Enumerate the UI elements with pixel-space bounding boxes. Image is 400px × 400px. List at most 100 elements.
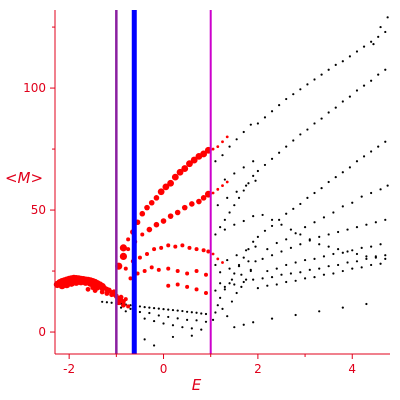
regular-point bbox=[196, 198, 202, 205]
chaotic-point bbox=[327, 233, 330, 236]
chaotic-point bbox=[384, 30, 387, 34]
regular-point bbox=[186, 160, 193, 168]
chaotic-point bbox=[256, 235, 259, 238]
chaotic-point bbox=[355, 160, 359, 163]
chaotic-point bbox=[230, 278, 234, 281]
chaotic-point bbox=[299, 233, 302, 236]
chaotic-point bbox=[157, 307, 160, 310]
plot-frame bbox=[54, 10, 390, 355]
chaotic-point bbox=[341, 205, 344, 208]
regular-point bbox=[216, 145, 220, 149]
chaotic-point bbox=[348, 95, 351, 98]
chaotic-points bbox=[101, 16, 389, 347]
chaotic-point bbox=[332, 211, 335, 214]
chaotic-point bbox=[244, 184, 248, 187]
chaotic-point bbox=[152, 319, 156, 323]
chaotic-point bbox=[240, 273, 243, 276]
chaotic-point bbox=[336, 247, 340, 251]
chaotic-point bbox=[313, 221, 316, 224]
chaotic-point bbox=[233, 283, 236, 286]
chaotic-point bbox=[320, 73, 323, 76]
chaotic-point bbox=[292, 139, 295, 142]
chaotic-point bbox=[306, 83, 309, 86]
regular-point bbox=[142, 269, 147, 274]
chaotic-point bbox=[306, 128, 309, 131]
regular-point bbox=[175, 269, 180, 274]
chaotic-point bbox=[242, 219, 245, 223]
chaotic-point bbox=[341, 171, 344, 174]
chaotic-point bbox=[270, 110, 274, 113]
chaotic-point bbox=[386, 16, 389, 19]
regular-point bbox=[194, 287, 199, 292]
regular-point bbox=[148, 199, 155, 206]
chaotic-point bbox=[242, 323, 245, 326]
chaotic-point bbox=[294, 313, 297, 317]
chaotic-point bbox=[384, 68, 387, 71]
y-tick-label: 0 bbox=[38, 325, 46, 339]
regular-point bbox=[119, 244, 128, 252]
chaotic-point bbox=[204, 312, 208, 316]
chaotic-point bbox=[171, 335, 175, 339]
chaotic-point bbox=[346, 261, 349, 264]
regular-point bbox=[203, 291, 208, 296]
chaotic-point bbox=[374, 221, 377, 224]
chaotic-point bbox=[143, 338, 146, 341]
chaotic-point bbox=[167, 315, 170, 319]
chaotic-point bbox=[252, 240, 255, 243]
chaotic-point bbox=[299, 243, 302, 246]
regular-point bbox=[221, 184, 224, 188]
chaotic-point bbox=[336, 263, 340, 267]
chaotic-point bbox=[157, 314, 160, 317]
chaotic-point bbox=[148, 306, 151, 309]
chaotic-point bbox=[285, 212, 288, 215]
regular-point bbox=[119, 252, 128, 261]
chaotic-point bbox=[289, 272, 293, 275]
regular-point bbox=[201, 248, 206, 253]
chaotic-point bbox=[327, 180, 330, 184]
chaotic-point bbox=[119, 306, 123, 309]
chaotic-point bbox=[370, 40, 373, 43]
chaotic-point bbox=[252, 160, 255, 163]
chaotic-point bbox=[360, 195, 363, 198]
chaotic-point bbox=[244, 278, 248, 281]
chaotic-point bbox=[299, 88, 302, 91]
regular-point bbox=[126, 304, 131, 309]
chaotic-point bbox=[313, 122, 316, 125]
chaotic-point bbox=[360, 266, 363, 269]
chaotic-point bbox=[348, 55, 351, 58]
regular-point bbox=[211, 252, 215, 256]
chaotic-point bbox=[219, 271, 222, 274]
chaotic-point bbox=[226, 258, 229, 262]
chaotic-point bbox=[322, 273, 326, 276]
regular-point bbox=[104, 287, 110, 293]
chaotic-point bbox=[190, 327, 193, 330]
chaotic-point bbox=[341, 100, 344, 103]
chaotic-point bbox=[266, 284, 269, 287]
regular-point bbox=[153, 221, 160, 228]
regular-point bbox=[85, 286, 91, 292]
chaotic-point bbox=[219, 296, 222, 299]
chaotic-point bbox=[348, 166, 351, 169]
chaotic-point bbox=[214, 160, 217, 163]
chaotic-point bbox=[242, 166, 245, 169]
chaotic-point bbox=[186, 318, 189, 321]
regular-point bbox=[109, 292, 115, 298]
tick-labels: -2 0 2 4 0 50 100 bbox=[23, 81, 356, 376]
chaotic-point bbox=[334, 106, 337, 109]
chaotic-point bbox=[176, 309, 179, 312]
regular-point bbox=[149, 265, 154, 270]
chaotic-point bbox=[200, 328, 203, 331]
chaotic-point bbox=[355, 252, 359, 256]
regular-point bbox=[140, 232, 145, 237]
chaotic-point bbox=[292, 93, 295, 96]
chaotic-point bbox=[346, 228, 349, 231]
regular-point bbox=[145, 251, 150, 256]
chaotic-point bbox=[365, 255, 368, 258]
y-axis-label: <M> bbox=[5, 169, 43, 187]
chaotic-point bbox=[355, 89, 359, 92]
chaotic-point bbox=[386, 184, 389, 187]
chaotic-point bbox=[233, 204, 236, 207]
regular-point bbox=[166, 243, 171, 248]
chaotic-point bbox=[235, 190, 238, 193]
chaotic-point bbox=[266, 247, 269, 251]
